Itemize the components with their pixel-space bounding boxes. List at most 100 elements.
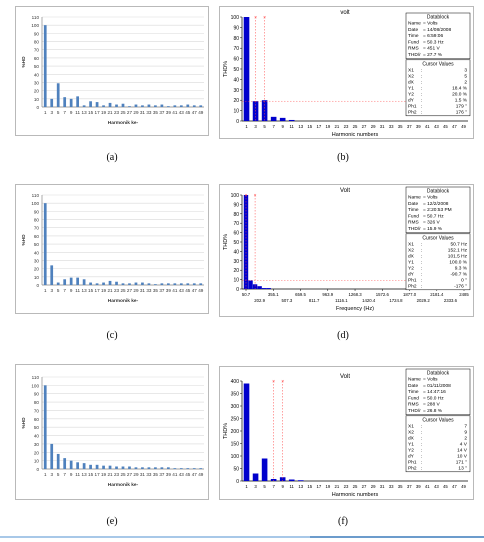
cursor-sep: :	[421, 248, 422, 253]
x-tick-label: 13	[82, 288, 88, 293]
bar	[154, 284, 157, 285]
x-tick-label: 47	[452, 124, 457, 129]
x-tick-label: 507.3	[282, 298, 293, 303]
cursor-key: Ph1	[408, 103, 417, 109]
caption-f: (f)	[338, 516, 348, 527]
y-tick-label: 40	[233, 249, 239, 255]
x-tick-label: 1420.4	[362, 298, 376, 303]
x-tick-label: 7	[272, 124, 275, 129]
y-tick-label: 80	[233, 36, 239, 42]
y-tick-label: 60	[233, 57, 239, 63]
datablock-key: Fund	[408, 39, 419, 45]
y-tick-label: 0	[36, 467, 39, 472]
y-tick-label: 150	[231, 442, 240, 448]
y-tick-label: 30	[34, 80, 40, 85]
bar	[50, 443, 54, 469]
x-tick-label: 31	[380, 484, 385, 489]
bar	[76, 277, 80, 285]
bar	[43, 25, 47, 108]
x-tick-label: 29	[371, 484, 376, 489]
x-tick-label: 45	[443, 484, 448, 489]
x-tick-label: 2333.6	[444, 298, 458, 303]
cursor-marker: ×	[263, 15, 266, 21]
cursor-key: Y1	[408, 259, 414, 265]
bar	[69, 460, 73, 469]
y-axis-label: %HD	[21, 56, 27, 68]
chart-title: Volt	[340, 188, 350, 194]
x-tick-label: 49	[461, 484, 466, 489]
x-tick-label: 27	[127, 472, 133, 477]
bar	[192, 283, 196, 285]
bar	[121, 283, 125, 285]
cursor-key: Ph2	[408, 283, 417, 289]
cursor-marker: ×	[254, 193, 257, 199]
cursor-value: 179 °	[456, 103, 467, 109]
x-tick-label: 31	[140, 288, 146, 293]
bar	[115, 104, 118, 107]
x-tick-label: 27	[362, 124, 367, 129]
cursor-marker: ×	[281, 379, 284, 385]
datablock-key: Date	[408, 201, 418, 207]
y-tick-label: 10	[34, 97, 40, 102]
panel-b: volt 0 10 20 30 40 50 60 70 80 90 100 THD% 1 3 5 7 9 11 13 1…	[219, 6, 474, 139]
bar	[261, 288, 267, 289]
x-tick-label: 1877.0	[403, 292, 417, 297]
x-axis-label: Harmonik ke-	[108, 298, 139, 304]
y-tick-label: 0	[36, 283, 39, 288]
bar	[186, 283, 190, 285]
cursor-sep: :	[421, 436, 422, 441]
datablock-title: Datablock	[427, 189, 450, 195]
x-tick-label: 29	[371, 124, 376, 129]
x-tick-label: 31	[140, 472, 146, 477]
datablock-value: = Volts	[423, 21, 438, 27]
cursor-sep: :	[421, 266, 422, 271]
bar	[134, 282, 138, 285]
x-tick-label: 15	[88, 110, 94, 115]
x-tick-label: 39	[166, 110, 172, 115]
cursor-key: X2	[408, 73, 414, 79]
datablock-box	[405, 186, 471, 234]
bar	[141, 282, 144, 285]
bar	[166, 283, 170, 285]
y-tick-label: 80	[233, 212, 239, 218]
x-tick-label: 1	[44, 472, 47, 477]
bar	[199, 283, 203, 285]
y-tick-label: 70	[233, 46, 239, 52]
datablock-value: = 326 V	[423, 220, 440, 226]
datablock-key: RMS	[408, 402, 419, 408]
x-tick-label: 31	[380, 124, 385, 129]
cursor-sep: :	[421, 448, 422, 453]
bar	[128, 466, 131, 469]
bar	[154, 467, 157, 469]
bar	[147, 283, 151, 285]
bar	[243, 383, 250, 481]
x-tick-label: 49	[198, 472, 204, 477]
cursor-value: 171 °	[456, 459, 467, 465]
x-tick-label: 19	[325, 484, 330, 489]
bar	[179, 283, 183, 285]
cursor-sep: :	[421, 442, 422, 447]
bar	[166, 106, 170, 107]
bar	[173, 468, 177, 469]
x-tick-label: 37	[407, 124, 412, 129]
bar	[243, 17, 250, 121]
x-tick-label: 19	[101, 288, 107, 293]
cursor-value: 10 V	[457, 453, 468, 459]
cursor-sep: :	[421, 254, 422, 259]
datablock-value: = 50.3 Hz	[423, 39, 444, 45]
bar	[82, 463, 86, 469]
x-tick-label: 19	[325, 124, 330, 129]
x-tick-label: 13	[82, 110, 88, 115]
bar	[95, 464, 99, 469]
x-tick-label: 15	[307, 484, 312, 489]
x-tick-label: 45	[185, 110, 191, 115]
y-tick-label: 0	[36, 105, 39, 110]
bar	[128, 106, 131, 107]
x-tick-label: 29	[133, 110, 139, 115]
cursor-value: 9	[464, 429, 467, 435]
bottom-divider-accent	[310, 536, 484, 538]
bar	[179, 105, 183, 107]
x-tick-label: 1116.1	[335, 298, 348, 303]
y-tick-label: 110	[32, 193, 40, 198]
